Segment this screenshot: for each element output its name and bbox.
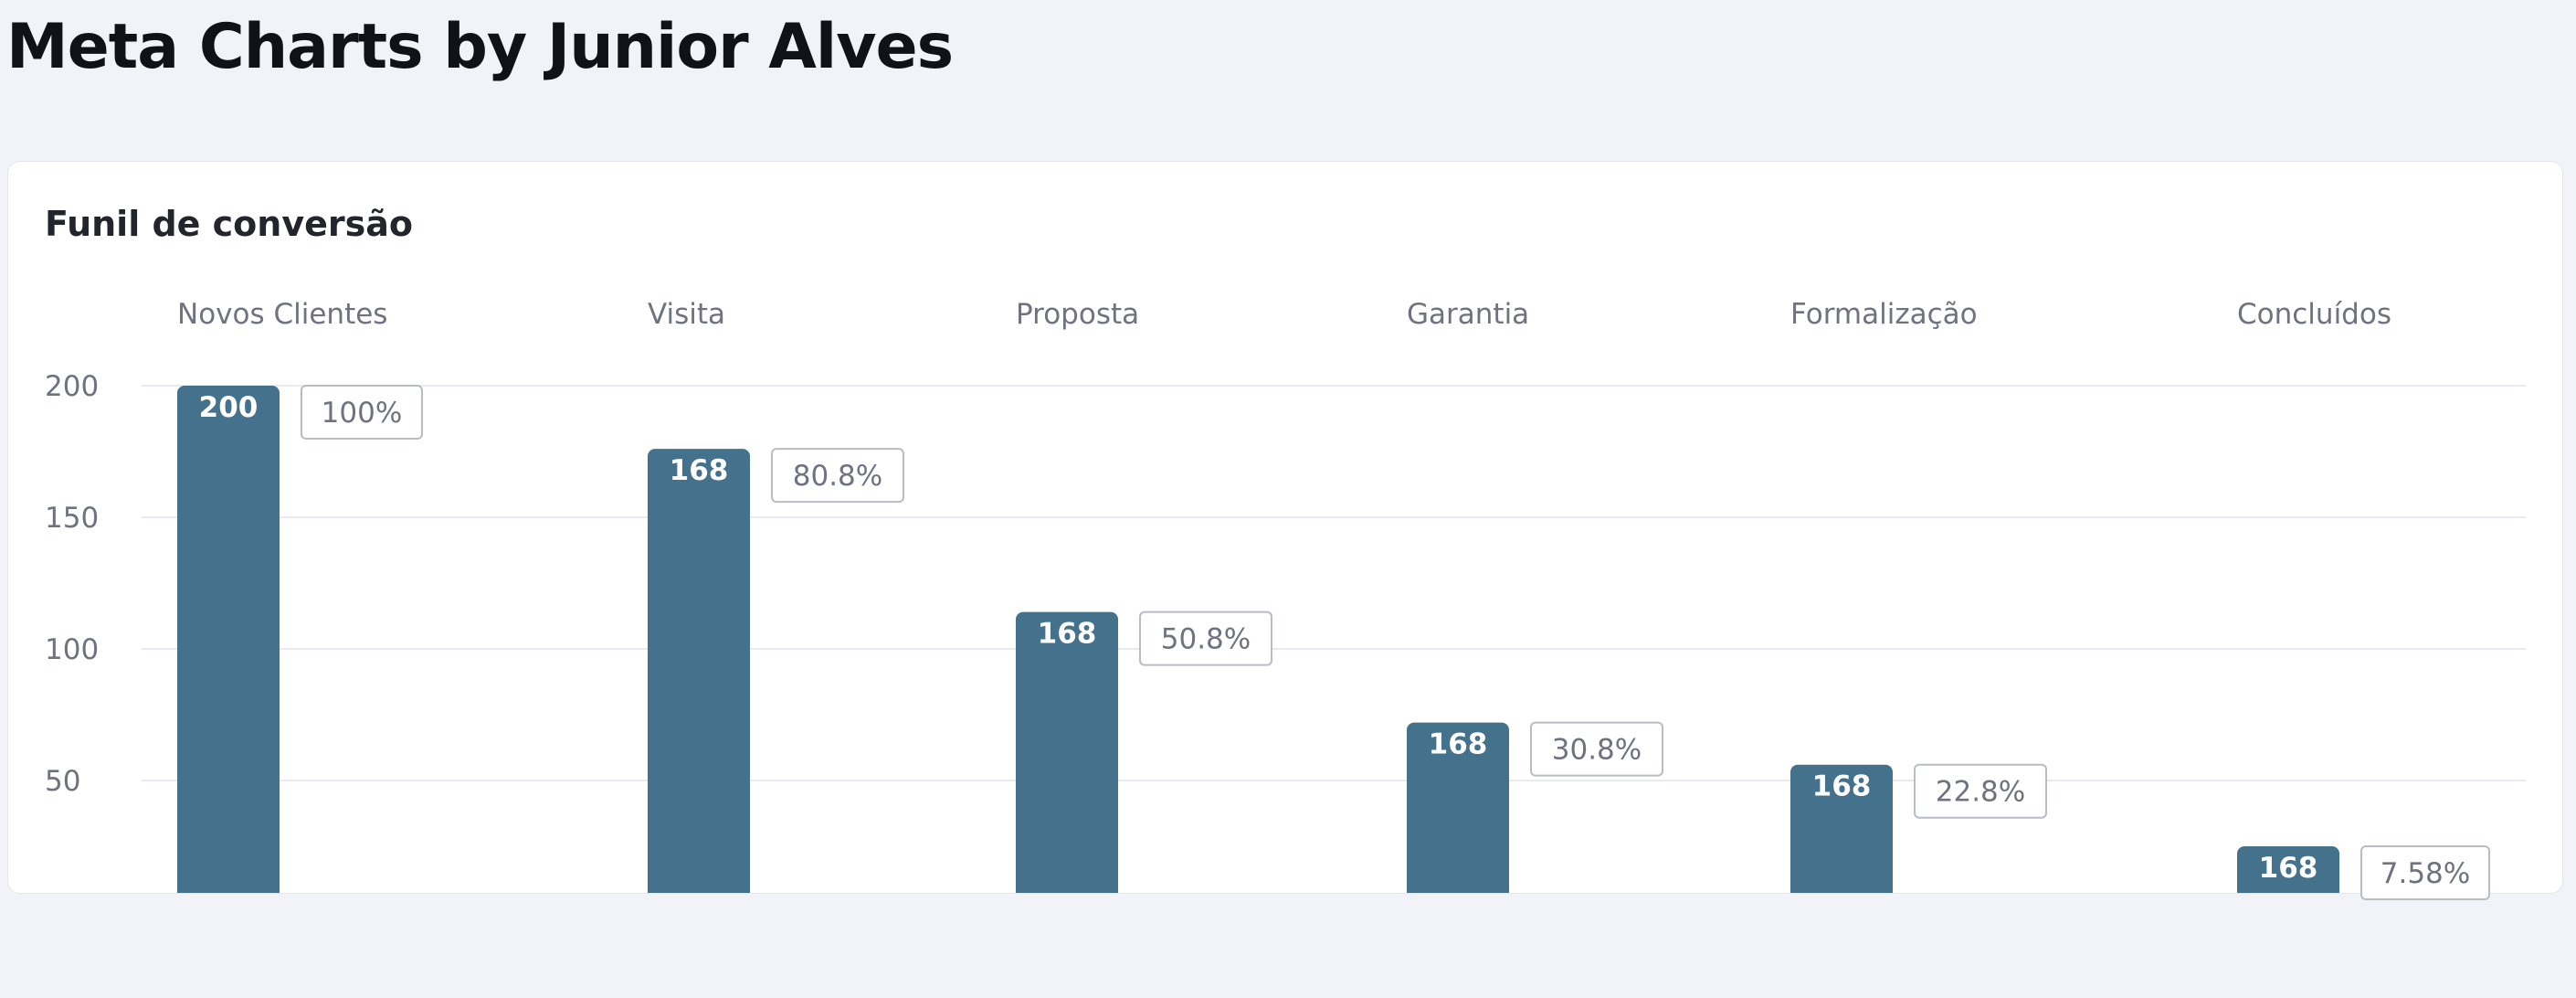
- bar-value-label: 168: [670, 454, 729, 487]
- bar: [2237, 846, 2339, 893]
- bar-value-label: 168: [1429, 728, 1488, 761]
- category-label: Formalização: [1790, 298, 1978, 331]
- funnel-chart: 50 100 150 200 Novos Clientes 200 100% Visita 16…: [45, 298, 2526, 900]
- chart-card-clip: Funil de conversão: [8, 162, 2562, 893]
- bar: [1407, 722, 1509, 893]
- category-label: Proposta: [1016, 298, 1139, 331]
- category-label: Concluídos: [2237, 298, 2391, 331]
- percent-label: 30.8%: [1552, 734, 1642, 767]
- percent-badge: [1139, 610, 1272, 666]
- percent-label: 22.8%: [1936, 776, 2025, 809]
- percent-label: 100%: [322, 397, 403, 430]
- category-label: Novos Clientes: [177, 298, 387, 331]
- y-tick-label: 100: [45, 633, 99, 666]
- percent-badge: [301, 385, 423, 440]
- bar: [1790, 764, 1893, 893]
- bar-value-label: 168: [2259, 852, 2318, 885]
- percent-badge: [1530, 721, 1663, 777]
- y-tick-label: 200: [45, 370, 99, 403]
- chart-title: Funil de conversão: [45, 204, 413, 244]
- y-tick-label: 50: [45, 765, 80, 798]
- y-tick-label: 150: [45, 502, 99, 535]
- percent-label: 80.8%: [793, 460, 882, 493]
- bar: [648, 449, 750, 893]
- chart-card: Funil de conversão 50 100 150 200 Novos Clie…: [7, 161, 2563, 900]
- bar-value-label: 168: [1038, 618, 1097, 651]
- percent-label: 50.8%: [1161, 623, 1251, 656]
- page-title: Meta Charts by Junior Alves: [6, 11, 954, 83]
- category-label: Garantia: [1407, 298, 1529, 331]
- bars-group: [177, 386, 2339, 893]
- category-label: Visita: [648, 298, 725, 331]
- percent-badge: [771, 448, 904, 504]
- bar-value-label: 200: [199, 391, 259, 424]
- percent-badge: [2360, 845, 2490, 900]
- bar: [177, 386, 280, 893]
- percent-label: 7.58%: [2381, 857, 2470, 890]
- percent-badge: [1914, 763, 2047, 819]
- bar: [1016, 611, 1118, 893]
- bar-value-label: 168: [1812, 770, 1872, 803]
